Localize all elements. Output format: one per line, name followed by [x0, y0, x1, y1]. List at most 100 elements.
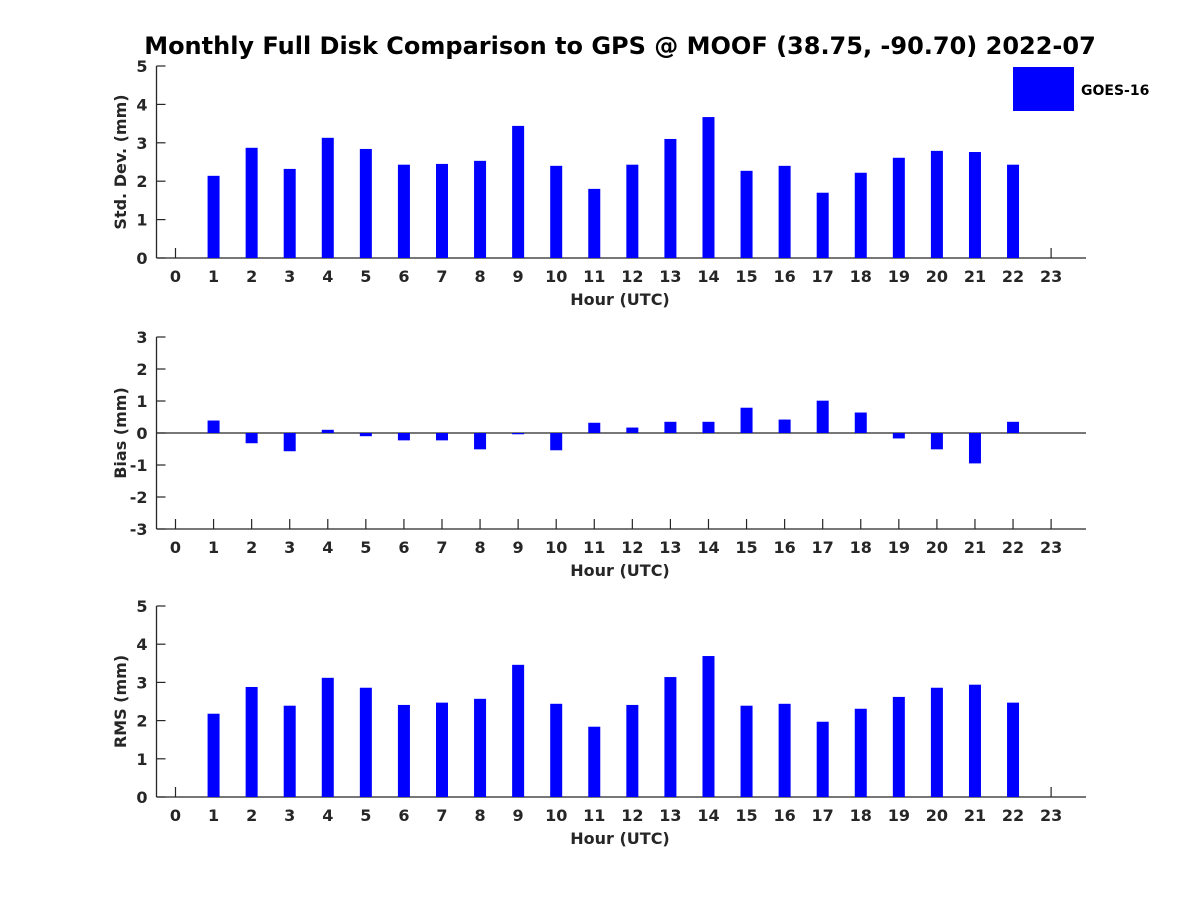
- bar: [664, 421, 677, 433]
- x-tick-label: 19: [888, 806, 910, 825]
- y-tick-label: 1: [136, 392, 147, 411]
- x-tick-label: 12: [621, 538, 643, 557]
- x-tick-label: 0: [170, 806, 181, 825]
- x-tick-label: 13: [659, 806, 681, 825]
- bar: [397, 704, 410, 797]
- bar: [321, 137, 334, 258]
- x-axis-label: Hour (UTC): [570, 829, 670, 848]
- y-tick-label: 4: [136, 635, 147, 654]
- bar: [550, 165, 563, 258]
- x-tick-label: 4: [322, 267, 333, 286]
- bar: [892, 433, 905, 439]
- bar: [664, 138, 677, 258]
- bar: [359, 148, 372, 258]
- x-tick-label: 15: [735, 267, 757, 286]
- x-tick-label: 4: [322, 806, 333, 825]
- x-tick-label: 22: [1002, 267, 1024, 286]
- x-tick-label: 10: [545, 538, 567, 557]
- y-tick-label: 4: [136, 95, 147, 114]
- x-tick-label: 7: [436, 267, 447, 286]
- bar: [626, 704, 639, 797]
- bar: [283, 433, 296, 452]
- bar: [474, 698, 487, 797]
- x-tick-label: 11: [583, 538, 605, 557]
- figure-title: Monthly Full Disk Comparison to GPS @ MO…: [144, 32, 1096, 60]
- bar: [778, 419, 791, 433]
- bar: [321, 677, 334, 797]
- bar: [435, 433, 448, 441]
- y-tick-label: 0: [136, 249, 147, 268]
- x-tick-label: 3: [284, 806, 295, 825]
- bar: [550, 703, 563, 797]
- x-axis-label: Hour (UTC): [570, 290, 670, 309]
- y-tick-label: 5: [136, 597, 147, 616]
- x-tick-label: 16: [773, 538, 795, 557]
- bar: [968, 152, 981, 258]
- bar: [283, 168, 296, 258]
- x-tick-label: 8: [474, 806, 485, 825]
- bar: [740, 705, 753, 797]
- legend-label-goes-16: GOES-16: [1081, 83, 1149, 99]
- bar: [702, 656, 715, 797]
- x-tick-label: 9: [513, 267, 524, 286]
- y-tick-label: 2: [136, 360, 147, 379]
- bar: [702, 421, 715, 433]
- y-axis-label: Std. Dev. (mm): [111, 94, 130, 229]
- bar: [245, 433, 258, 444]
- bar: [816, 192, 829, 258]
- x-tick-label: 9: [513, 806, 524, 825]
- bar: [740, 407, 753, 433]
- bar: [397, 433, 410, 441]
- bar: [930, 687, 943, 797]
- bar: [968, 433, 981, 464]
- x-tick-label: 18: [850, 538, 872, 557]
- x-tick-label: 7: [436, 806, 447, 825]
- x-tick-label: 14: [697, 806, 719, 825]
- bar: [512, 433, 525, 435]
- x-tick-label: 13: [659, 267, 681, 286]
- bar: [435, 702, 448, 797]
- x-tick-label: 5: [360, 806, 371, 825]
- x-tick-label: 1: [208, 538, 219, 557]
- x-tick-label: 23: [1040, 538, 1062, 557]
- bar: [245, 147, 258, 258]
- x-tick-label: 18: [850, 806, 872, 825]
- y-tick-label: -3: [130, 520, 148, 539]
- bar: [321, 429, 334, 433]
- x-tick-label: 1: [208, 267, 219, 286]
- x-tick-label: 10: [545, 267, 567, 286]
- bar: [1007, 702, 1020, 797]
- y-tick-label: 2: [136, 172, 147, 191]
- bar: [892, 696, 905, 797]
- x-tick-label: 6: [398, 806, 409, 825]
- x-tick-label: 16: [773, 267, 795, 286]
- bar: [474, 160, 487, 258]
- y-tick-label: 2: [136, 712, 147, 731]
- x-tick-label: 3: [284, 267, 295, 286]
- x-tick-label: 18: [850, 267, 872, 286]
- bar: [474, 433, 487, 450]
- x-tick-label: 14: [697, 267, 719, 286]
- bar: [702, 117, 715, 259]
- x-tick-label: 12: [621, 267, 643, 286]
- bar: [359, 687, 372, 797]
- bar: [283, 705, 296, 797]
- x-tick-label: 2: [246, 806, 257, 825]
- bar: [359, 433, 372, 437]
- x-tick-label: 0: [170, 538, 181, 557]
- x-tick-label: 17: [812, 806, 834, 825]
- y-tick-label: 1: [136, 211, 147, 230]
- x-tick-label: 11: [583, 267, 605, 286]
- x-tick-label: 12: [621, 806, 643, 825]
- y-axis-label: RMS (mm): [111, 655, 130, 748]
- bar: [968, 684, 981, 797]
- bar: [854, 412, 867, 433]
- bar: [397, 164, 410, 258]
- x-tick-label: 22: [1002, 538, 1024, 557]
- bar: [930, 433, 943, 450]
- x-tick-label: 11: [583, 806, 605, 825]
- x-tick-label: 5: [360, 538, 371, 557]
- x-tick-label: 6: [398, 267, 409, 286]
